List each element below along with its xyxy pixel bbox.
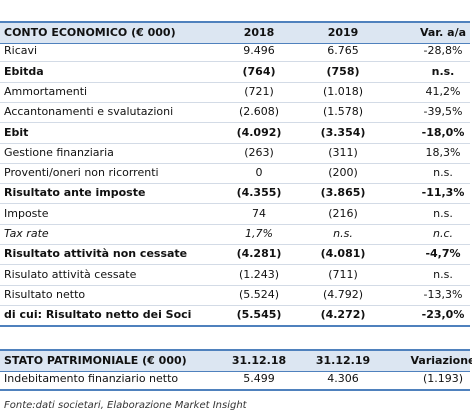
cell: -4,7%: [425, 247, 461, 261]
cell: Ricavi: [4, 44, 38, 58]
header-cell: CONTO ECONOMICO (€ 000): [4, 26, 176, 39]
cell: n.s.: [433, 166, 453, 180]
cell: Risultato attività non cessate: [4, 247, 188, 261]
table-row: di cui: Risultato netto dei Soci (5.545) (…: [0, 305, 470, 328]
cell: Ebitda: [4, 64, 44, 78]
header-row: STATO PATRIMONIALE (€ 000) 31.12.18 31.12.…: [0, 349, 472, 372]
cell: (764): [242, 64, 276, 78]
cell: n.s.: [333, 227, 353, 240]
cell: -18,0%: [421, 125, 465, 139]
cell: (4.092): [236, 125, 282, 139]
table-row: Risultato netto (5.524) (4.792) -13,3%: [0, 285, 470, 306]
header-cell: 2019: [327, 26, 359, 39]
cell: Indebitamento finanziario netto: [4, 372, 179, 386]
cell: (711): [328, 267, 358, 281]
cell: (200): [328, 166, 358, 180]
cell: 5.499: [243, 372, 275, 386]
cell: (4.355): [236, 186, 282, 200]
cell: 41,2%: [425, 84, 461, 98]
table-row: Ebit (4.092) (3.354) -18,0%: [0, 123, 470, 144]
cell: Risulato attività cessate: [4, 267, 137, 281]
header-cell: Var. a/a: [419, 26, 467, 39]
cell: 74: [252, 206, 266, 220]
cell: (4.792): [322, 287, 364, 301]
cell: (1.018): [322, 84, 364, 98]
cell: Gestione finanziaria: [4, 145, 114, 159]
cell: Tax rate: [4, 227, 49, 240]
cell: (3.865): [320, 186, 366, 200]
cell: (721): [244, 84, 274, 98]
cell: (216): [328, 206, 358, 220]
cell: Ammortamenti: [4, 84, 88, 98]
cell: (4.272): [320, 308, 366, 322]
header-cell: 2018: [243, 26, 275, 39]
cell: -39,5%: [423, 105, 463, 119]
header-cell: 31.12.19: [315, 354, 371, 367]
cell: Imposte: [4, 206, 49, 220]
table-row: Ammortamenti (721) (1.018) 41,2%: [0, 82, 470, 103]
footer: Fonte:dati societari, Elaborazione Marke…: [4, 400, 247, 411]
table-row: Proventi/oneri non ricorrenti 0 (200) n.s.: [0, 163, 470, 185]
cell: (2.608): [238, 105, 280, 119]
cell: Accantonamenti e svalutazioni: [4, 105, 174, 119]
cell: 6.765: [327, 44, 359, 58]
table-row: Indebitamento finanziario netto 5.499 4.30…: [0, 369, 470, 392]
cell: Ebit: [4, 125, 29, 139]
table-row: Ebitda (764) (758) n.s.: [0, 62, 470, 83]
table-row: Risultato ante imposte (4.355) (3.865) -11,…: [0, 183, 470, 205]
cell: (1.193): [422, 372, 464, 386]
cell: (1.243): [238, 267, 280, 281]
cell: Risultato netto: [4, 287, 86, 301]
cell: n.s.: [431, 64, 455, 78]
cell: Risultato ante imposte: [4, 186, 146, 200]
header-cell: STATO PATRIMONIALE (€ 000): [4, 354, 187, 367]
cell: 18,3%: [425, 145, 461, 159]
cell: (4.081): [320, 247, 366, 261]
cell: -13,3%: [423, 287, 463, 301]
cell: (1.578): [322, 105, 364, 119]
cell: n.c.: [432, 227, 454, 240]
table-row: Ricavi 9.496 6.765 -28,8%: [0, 41, 470, 63]
cell: -11,3%: [421, 186, 465, 200]
header-cell: 31.12.18: [231, 354, 287, 367]
cell: (263): [244, 145, 274, 159]
table-row: Risulato attività cessate (1.243) (711) n.s…: [0, 265, 470, 286]
cell: 9.496: [243, 44, 275, 58]
table-row: Risultato attività non cessate (4.281) (4.…: [0, 244, 470, 266]
table-row: Accantonamenti e svalutazioni (2.608) (1.5…: [0, 102, 470, 124]
cell: (5.524): [238, 287, 280, 301]
table-row: Tax rate 1,7% n.s. n.c.: [0, 224, 470, 245]
cell: (311): [328, 145, 358, 159]
cell: n.s.: [433, 267, 453, 281]
header-cell: Variazione: [410, 354, 472, 367]
cell: Proventi/oneri non ricorrenti: [4, 166, 159, 180]
cell: -23,0%: [421, 308, 465, 322]
cell: n.s.: [433, 206, 453, 220]
cell: 1,7%: [245, 227, 273, 240]
header-row: CONTO ECONOMICO (€ 000) 2018 2019 Var. a/a: [0, 21, 470, 44]
cell: 4.306: [327, 372, 359, 386]
cell: (3.354): [320, 125, 366, 139]
cell: -28,8%: [423, 44, 463, 58]
cell: (758): [326, 64, 360, 78]
table-row: Gestione finanziaria (263) (311) 18,3%: [0, 143, 470, 164]
cell: di cui: Risultato netto dei Soci: [4, 308, 192, 322]
table-row: Imposte 74 (216) n.s.: [0, 204, 470, 225]
cell: 0: [255, 166, 263, 180]
cell: (4.281): [236, 247, 282, 261]
cell: (5.545): [236, 308, 282, 322]
